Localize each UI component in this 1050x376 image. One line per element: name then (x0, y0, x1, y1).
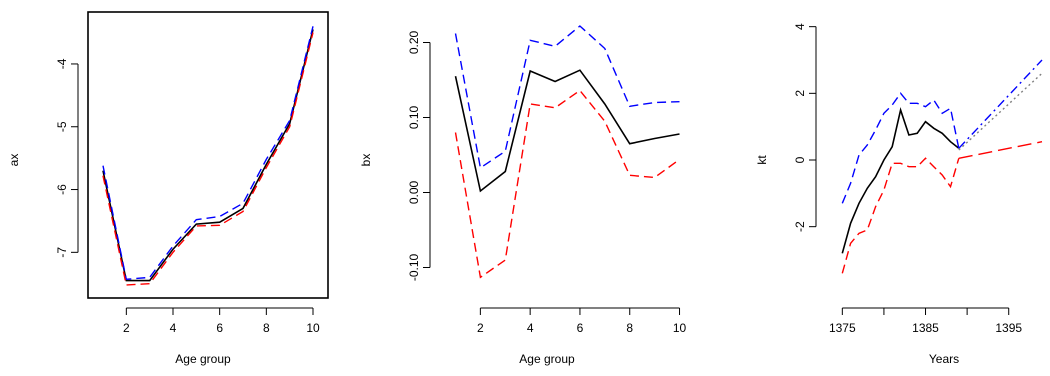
series-line-2 (454, 89, 680, 279)
x-tick-label: 6 (577, 321, 584, 335)
x-tick-label: 6 (216, 321, 223, 335)
y-tick-label: -6 (55, 184, 69, 195)
axis-title-x: Age group (175, 352, 231, 366)
x-tick-label: 1395 (995, 321, 1022, 335)
x-tick-label: 8 (626, 321, 633, 335)
series-line-1 (102, 26, 314, 281)
y-tick-label: -7 (55, 247, 69, 258)
series-line-2 (102, 32, 314, 286)
panel-ax: Age group ax 2 4 6 8 10 -7 -6 -5 -4 (7, 11, 329, 366)
axis-title-x: Years (929, 352, 959, 366)
y-tick-label: -5 (55, 121, 69, 132)
y-tick-label: -2 (793, 221, 807, 232)
y-tick-label: 0.00 (407, 180, 421, 204)
axis-title-x: Age group (519, 352, 575, 366)
plot-frame (87, 11, 329, 299)
x-tick-label: 1385 (912, 321, 939, 335)
series-line-0 (454, 69, 680, 193)
y-tick-label: 0.20 (407, 30, 421, 54)
x-tick-label: 10 (673, 321, 687, 335)
panel-kt: Years kt 1375 1385 1395 -2 0 2 4 (755, 23, 1043, 366)
axis-title-y: bx (359, 154, 373, 167)
series-line-4 (958, 72, 1043, 151)
x-tick-label: 2 (123, 321, 130, 335)
x-tick-label: 10 (306, 321, 320, 335)
x-tick-label: 2 (477, 321, 484, 335)
series-line-3 (958, 59, 1043, 149)
x-tick-label: 8 (263, 321, 270, 335)
y-tick-label: 0.10 (407, 105, 421, 129)
x-tick-label: 1375 (829, 321, 856, 335)
series-line-1 (454, 25, 680, 169)
y-tick-label: 0 (793, 156, 807, 163)
y-tick-label: -0.10 (407, 254, 421, 282)
axis-title-y: kt (755, 155, 769, 165)
series-line-2 (841, 157, 960, 274)
y-tick-label: -4 (55, 58, 69, 69)
x-tick-label: 4 (170, 321, 177, 335)
series-line-0 (102, 29, 314, 282)
series-line-0 (841, 107, 960, 254)
panel-bx: Age group bx 2 4 6 8 10 -0.10 0.00 0.10 0.20 (359, 25, 687, 366)
series-line-5 (958, 141, 1043, 159)
y-tick-label: 2 (793, 90, 807, 97)
x-tick-label: 4 (527, 321, 534, 335)
series-line-1 (841, 92, 960, 204)
axis-title-y: ax (7, 154, 21, 167)
y-tick-label: 4 (793, 23, 807, 30)
